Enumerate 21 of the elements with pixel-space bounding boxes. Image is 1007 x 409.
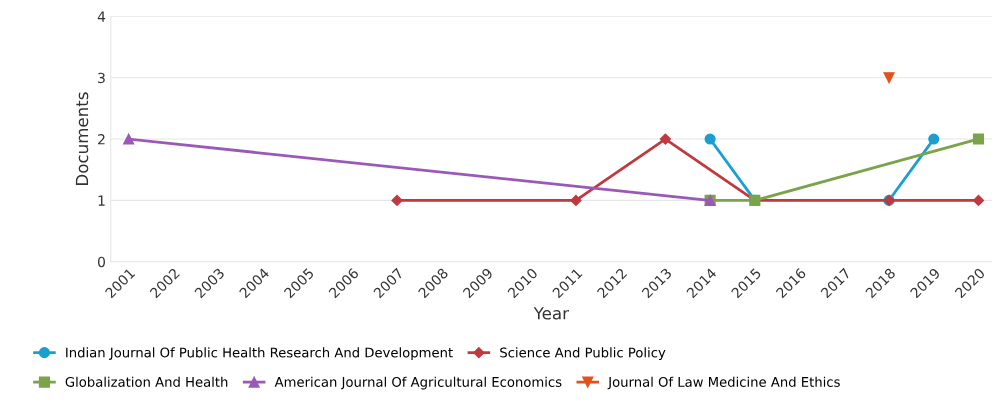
y-tick-label: 1 [98, 195, 105, 206]
y-tick-label: 2 [98, 134, 105, 145]
legend-label: Globalization And Health [65, 376, 228, 387]
legend-label: Science And Public Policy [500, 347, 666, 361]
x-axis-title: Year [533, 307, 569, 320]
y-tick-label: 0 [97, 256, 105, 268]
legend-label: Journal Of Law Medicine And Ethics [607, 376, 840, 390]
y-axis-title: Documents [75, 92, 89, 185]
point [659, 133, 671, 145]
point [883, 72, 895, 84]
legend-label: American Journal Of Agricultural Economics [274, 376, 562, 390]
point [391, 194, 403, 207]
point [972, 194, 985, 207]
point [972, 133, 985, 145]
point [704, 133, 716, 145]
point [123, 133, 135, 145]
y-tick-label: 4 [97, 11, 106, 22]
point [928, 133, 940, 145]
legend-label: Indian Journal Of Public Health Research And Development [66, 347, 453, 361]
y-tick-label: 3 [98, 72, 105, 84]
point [570, 194, 582, 207]
